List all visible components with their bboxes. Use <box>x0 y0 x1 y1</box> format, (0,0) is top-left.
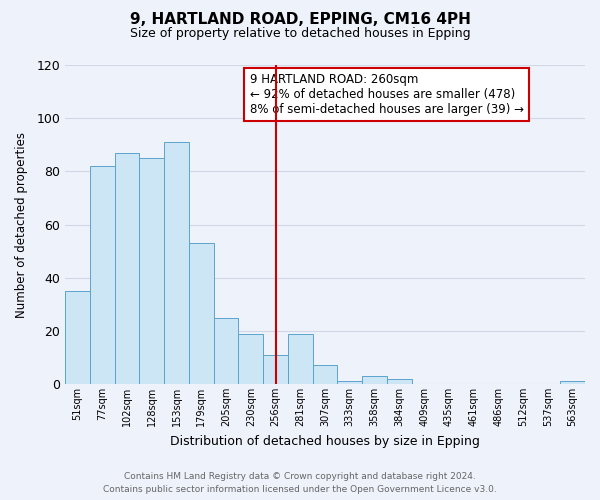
Bar <box>189 243 214 384</box>
Bar <box>65 291 90 384</box>
Y-axis label: Number of detached properties: Number of detached properties <box>15 132 28 318</box>
Bar <box>139 158 164 384</box>
Bar <box>313 366 337 384</box>
Text: Contains HM Land Registry data © Crown copyright and database right 2024.
Contai: Contains HM Land Registry data © Crown c… <box>103 472 497 494</box>
Text: Size of property relative to detached houses in Epping: Size of property relative to detached ho… <box>130 28 470 40</box>
X-axis label: Distribution of detached houses by size in Epping: Distribution of detached houses by size … <box>170 434 480 448</box>
Bar <box>560 382 585 384</box>
Text: 9 HARTLAND ROAD: 260sqm
← 92% of detached houses are smaller (478)
8% of semi-de: 9 HARTLAND ROAD: 260sqm ← 92% of detache… <box>250 73 524 116</box>
Bar <box>214 318 238 384</box>
Bar <box>362 376 387 384</box>
Bar <box>164 142 189 384</box>
Bar <box>337 382 362 384</box>
Bar <box>263 355 288 384</box>
Bar <box>238 334 263 384</box>
Bar <box>288 334 313 384</box>
Text: 9, HARTLAND ROAD, EPPING, CM16 4PH: 9, HARTLAND ROAD, EPPING, CM16 4PH <box>130 12 470 28</box>
Bar <box>115 152 139 384</box>
Bar <box>387 378 412 384</box>
Bar <box>90 166 115 384</box>
